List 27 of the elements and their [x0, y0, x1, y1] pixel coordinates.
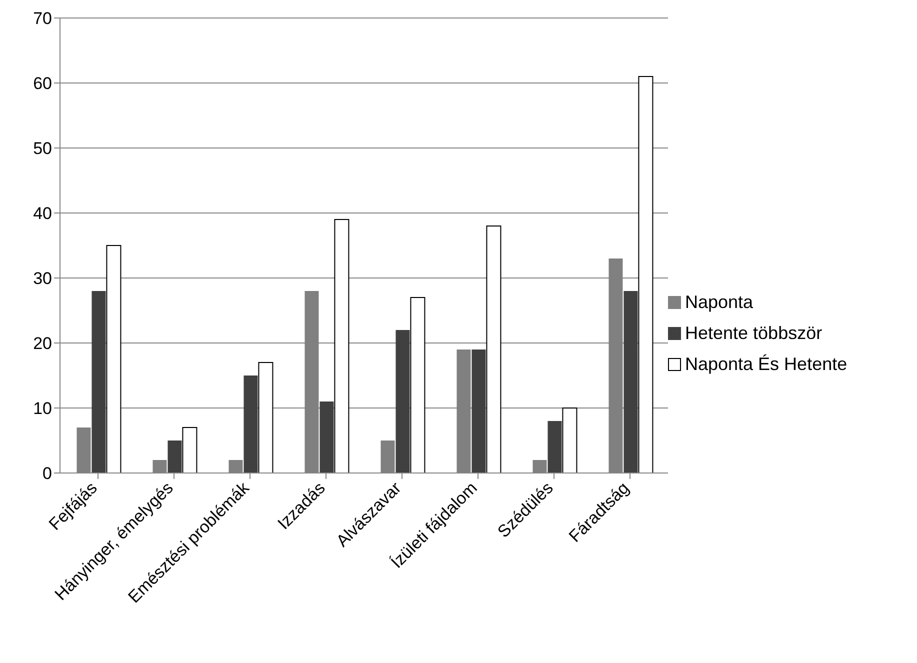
bar [486, 226, 502, 473]
bar [562, 408, 578, 473]
bar [396, 330, 410, 473]
y-tick-label: 0 [42, 464, 52, 484]
bar [624, 291, 638, 473]
bar [182, 427, 198, 473]
legend-label: Hetente többször [685, 322, 822, 344]
bar [410, 297, 426, 473]
bar [106, 245, 122, 473]
bar [548, 421, 562, 473]
y-tick-label: 30 [33, 269, 52, 288]
bar [472, 350, 486, 473]
bar [92, 291, 106, 473]
y-tick-label: 40 [33, 204, 52, 224]
y-tick-label: 50 [33, 139, 52, 158]
bar [258, 362, 274, 473]
bar [320, 402, 334, 473]
y-tick-label: 60 [33, 74, 52, 94]
bar [638, 76, 654, 473]
y-tick-label: 10 [33, 399, 52, 418]
bar [244, 376, 258, 473]
legend-label: Naponta És Hetente [685, 354, 848, 374]
bar [334, 219, 350, 473]
y-tick-label: 20 [33, 334, 52, 354]
y-tick-label: 70 [33, 9, 52, 28]
bar [168, 440, 182, 473]
legend-label: Naponta [685, 292, 754, 312]
